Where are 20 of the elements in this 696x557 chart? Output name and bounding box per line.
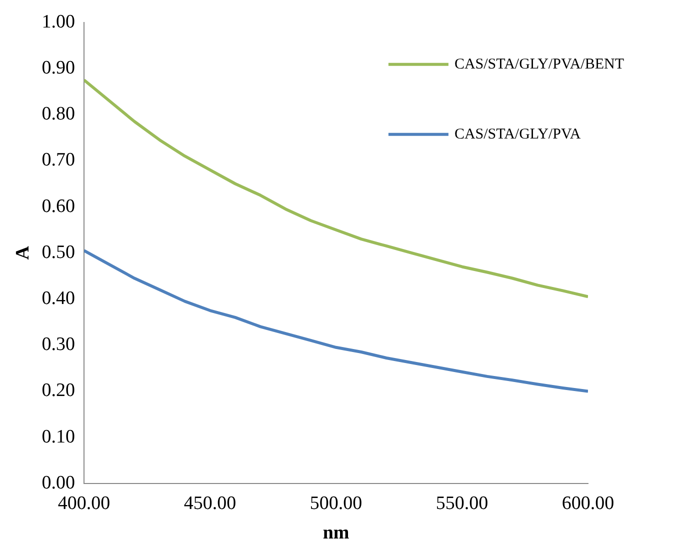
y-tick-label: 0.00 [42,472,76,494]
y-tick-label: 0.30 [42,334,76,356]
y-tick-label: 1.00 [42,11,76,32]
x-tick-label: 550.00 [436,492,488,514]
x-tick-label: 500.00 [310,492,362,514]
y-tick-label: 0.80 [42,104,76,125]
legend-label: CAS/STA/GLY/PVA/BENT [454,56,624,72]
y-tick-label: 0.40 [42,288,76,309]
x-tick-label: 400.00 [58,492,110,514]
x-tick-label: 450.00 [184,492,236,514]
y-tick-label: 0.50 [42,242,76,263]
legend-label: CAS/STA/GLY/PVA [454,126,581,142]
y-tick-label: 0.70 [42,150,76,171]
y-tick-label: 0.90 [42,57,76,78]
y-axis-title: A [12,246,34,260]
y-tick-label: 0.10 [42,426,76,448]
y-tick-label: 0.20 [42,380,76,402]
x-axis-title: nm [322,522,350,544]
x-tick-label: 600.00 [562,492,614,514]
y-tick-label: 0.60 [42,196,76,217]
